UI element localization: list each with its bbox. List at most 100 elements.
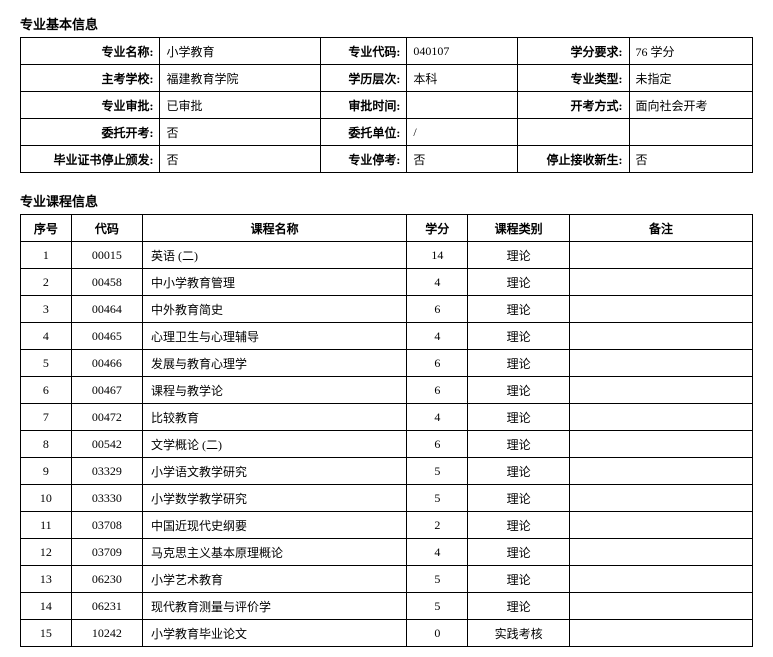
cell-note — [569, 242, 752, 269]
cell-note — [569, 512, 752, 539]
cell-credit: 5 — [407, 458, 468, 485]
cell-code: 06230 — [71, 566, 142, 593]
cell-category: 理论 — [468, 431, 570, 458]
cell-credit: 5 — [407, 485, 468, 512]
label-exam-mode: 开考方式: — [518, 92, 629, 119]
cell-note — [569, 350, 752, 377]
cell-code: 03708 — [71, 512, 142, 539]
basic-info-title: 专业基本信息 — [20, 14, 753, 33]
cell-code: 10242 — [71, 620, 142, 647]
label-approval: 专业审批: — [21, 92, 160, 119]
course-info-title: 专业课程信息 — [20, 191, 753, 210]
cell-credit: 4 — [407, 404, 468, 431]
cell-name: 发展与教育心理学 — [142, 350, 406, 377]
cell-seq: 15 — [21, 620, 72, 647]
cell-name: 比较教育 — [142, 404, 406, 431]
cell-note — [569, 323, 752, 350]
course-row: 1003330小学数学教学研究5理论 — [21, 485, 753, 512]
cell-seq: 13 — [21, 566, 72, 593]
cell-code: 00458 — [71, 269, 142, 296]
cell-note — [569, 620, 752, 647]
cell-credit: 5 — [407, 593, 468, 620]
cell-seq: 2 — [21, 269, 72, 296]
value-major-name: 小学教育 — [160, 38, 320, 65]
course-row: 903329小学语文教学研究5理论 — [21, 458, 753, 485]
cell-name: 小学数学教学研究 — [142, 485, 406, 512]
cell-category: 理论 — [468, 242, 570, 269]
value-blank — [629, 119, 752, 146]
cell-note — [569, 539, 752, 566]
cell-credit: 6 — [407, 431, 468, 458]
cell-category: 理论 — [468, 539, 570, 566]
cell-category: 理论 — [468, 377, 570, 404]
cell-category: 理论 — [468, 593, 570, 620]
cell-note — [569, 296, 752, 323]
info-row: 主考学校: 福建教育学院 学历层次: 本科 专业类型: 未指定 — [21, 65, 753, 92]
cell-note — [569, 566, 752, 593]
cell-category: 理论 — [468, 296, 570, 323]
cell-seq: 9 — [21, 458, 72, 485]
cell-credit: 4 — [407, 323, 468, 350]
label-stop-cert: 毕业证书停止颁发: — [21, 146, 160, 173]
cell-seq: 6 — [21, 377, 72, 404]
cell-seq: 14 — [21, 593, 72, 620]
cell-code: 00015 — [71, 242, 142, 269]
course-row: 300464中外教育简史6理论 — [21, 296, 753, 323]
course-row: 1306230小学艺术教育5理论 — [21, 566, 753, 593]
header-category: 课程类别 — [468, 215, 570, 242]
cell-code: 00467 — [71, 377, 142, 404]
value-stop-major: 否 — [407, 146, 518, 173]
cell-code: 03709 — [71, 539, 142, 566]
cell-code: 06231 — [71, 593, 142, 620]
cell-category: 理论 — [468, 269, 570, 296]
cell-code: 00464 — [71, 296, 142, 323]
cell-seq: 11 — [21, 512, 72, 539]
cell-note — [569, 485, 752, 512]
cell-credit: 0 — [407, 620, 468, 647]
course-row: 800542文学概论 (二)6理论 — [21, 431, 753, 458]
cell-code: 00542 — [71, 431, 142, 458]
cell-note — [569, 269, 752, 296]
value-approval: 已审批 — [160, 92, 320, 119]
cell-name: 中小学教育管理 — [142, 269, 406, 296]
cell-code: 00466 — [71, 350, 142, 377]
course-row: 400465心理卫生与心理辅导4理论 — [21, 323, 753, 350]
cell-name: 课程与教学论 — [142, 377, 406, 404]
cell-name: 心理卫生与心理辅导 — [142, 323, 406, 350]
course-row: 200458中小学教育管理4理论 — [21, 269, 753, 296]
label-stop-new: 停止接收新生: — [518, 146, 629, 173]
cell-category: 理论 — [468, 485, 570, 512]
label-host-school: 主考学校: — [21, 65, 160, 92]
cell-seq: 5 — [21, 350, 72, 377]
cell-seq: 4 — [21, 323, 72, 350]
cell-seq: 8 — [21, 431, 72, 458]
cell-credit: 4 — [407, 269, 468, 296]
course-row: 1510242小学教育毕业论文0实践考核 — [21, 620, 753, 647]
cell-seq: 7 — [21, 404, 72, 431]
header-credit: 学分 — [407, 215, 468, 242]
info-row: 专业名称: 小学教育 专业代码: 040107 学分要求: 76 学分 — [21, 38, 753, 65]
cell-note — [569, 431, 752, 458]
cell-note — [569, 377, 752, 404]
cell-category: 理论 — [468, 566, 570, 593]
cell-code: 03330 — [71, 485, 142, 512]
header-note: 备注 — [569, 215, 752, 242]
cell-name: 马克思主义基本原理概论 — [142, 539, 406, 566]
value-approval-time — [407, 92, 518, 119]
header-seq: 序号 — [21, 215, 72, 242]
label-entrust-unit: 委托单位: — [320, 119, 406, 146]
cell-name: 英语 (二) — [142, 242, 406, 269]
header-name: 课程名称 — [142, 215, 406, 242]
cell-category: 理论 — [468, 323, 570, 350]
cell-name: 中国近现代史纲要 — [142, 512, 406, 539]
cell-name: 文学概论 (二) — [142, 431, 406, 458]
cell-name: 小学语文教学研究 — [142, 458, 406, 485]
label-credit-req: 学分要求: — [518, 38, 629, 65]
label-major-code: 专业代码: — [320, 38, 406, 65]
course-row: 1203709马克思主义基本原理概论4理论 — [21, 539, 753, 566]
cell-credit: 6 — [407, 296, 468, 323]
cell-category: 理论 — [468, 512, 570, 539]
cell-category: 理论 — [468, 458, 570, 485]
value-entrust-unit: / — [407, 119, 518, 146]
label-entrust-exam: 委托开考: — [21, 119, 160, 146]
